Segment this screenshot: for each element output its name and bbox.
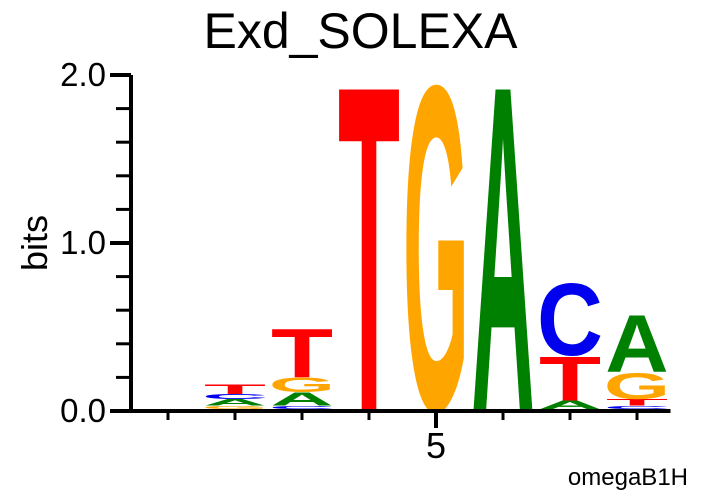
logo-letter-C: C (537, 262, 603, 377)
logo-letter-T: T (338, 0, 400, 496)
logo-stack-item: T (539, 343, 601, 414)
logo-letter-G: G (604, 365, 670, 407)
x-minor-tick (568, 413, 572, 420)
y-major-tick (110, 409, 131, 413)
logo-letter-C: C (269, 405, 335, 410)
logo-letter-A: A (270, 389, 333, 410)
y-tick-label: 1.0 (60, 224, 106, 261)
logo-stack-item: A (538, 399, 601, 412)
y-tick-label: 0.0 (60, 392, 106, 429)
logo-stack-item: T (606, 397, 668, 407)
x-minor-tick (300, 413, 304, 420)
logo-letter-T: T (539, 343, 601, 414)
chart-title: Exd_SOLEXA (203, 3, 518, 59)
x-minor-tick (501, 413, 505, 420)
logo-letter-A: A (471, 0, 534, 496)
logo-stack-item: A (605, 298, 668, 390)
y-minor-tick (116, 375, 131, 379)
y-major-tick (110, 73, 131, 77)
logo-stack-item: T (338, 0, 400, 496)
logo-stack-item: C (202, 393, 268, 401)
y-minor-tick (116, 107, 131, 111)
logo-stack-item: G (269, 374, 335, 397)
logo-letter-C: C (202, 393, 268, 401)
y-minor-tick (116, 174, 131, 178)
logo-stack-item: C (537, 262, 603, 377)
y-major-tick (110, 241, 131, 245)
x-minor-tick (166, 413, 170, 420)
y-minor-tick (116, 342, 131, 346)
logo-stack-item: C (269, 405, 335, 410)
logo-letter-A: A (538, 399, 601, 412)
x-minor-tick (635, 413, 639, 420)
y-minor-tick (116, 207, 131, 211)
logo-letter-G: G (269, 374, 335, 397)
x-axis (129, 409, 671, 413)
logo-stack-item: A (270, 389, 333, 410)
x-tick-label: 5 (426, 425, 446, 466)
logo-letter-T: T (204, 381, 266, 397)
logo-stack-item: G (604, 365, 670, 407)
x-minor-tick (367, 413, 371, 420)
logo-letter-C: C (604, 405, 670, 410)
logo-letter-G: G (202, 405, 268, 410)
x-minor-tick (233, 413, 237, 420)
logo-stack-item: G (202, 405, 268, 410)
credit-label: omegaB1H (567, 464, 688, 491)
logo-letter-A: A (605, 298, 668, 390)
logo-stack-item: T (271, 315, 333, 393)
logo-stack-item: C (604, 405, 670, 410)
logo-stack-item: A (471, 0, 534, 496)
logo-letter-A: A (203, 397, 266, 407)
logo-letter-T: T (271, 315, 333, 393)
y-minor-tick (116, 140, 131, 144)
y-minor-tick (116, 275, 131, 279)
logo-stack-item: A (203, 397, 266, 407)
y-minor-tick (116, 308, 131, 312)
x-major-tick (434, 413, 438, 428)
logo-letter-T: T (606, 397, 668, 407)
logo-stack-item: T (204, 381, 266, 397)
y-tick-label: 2.0 (60, 56, 106, 93)
